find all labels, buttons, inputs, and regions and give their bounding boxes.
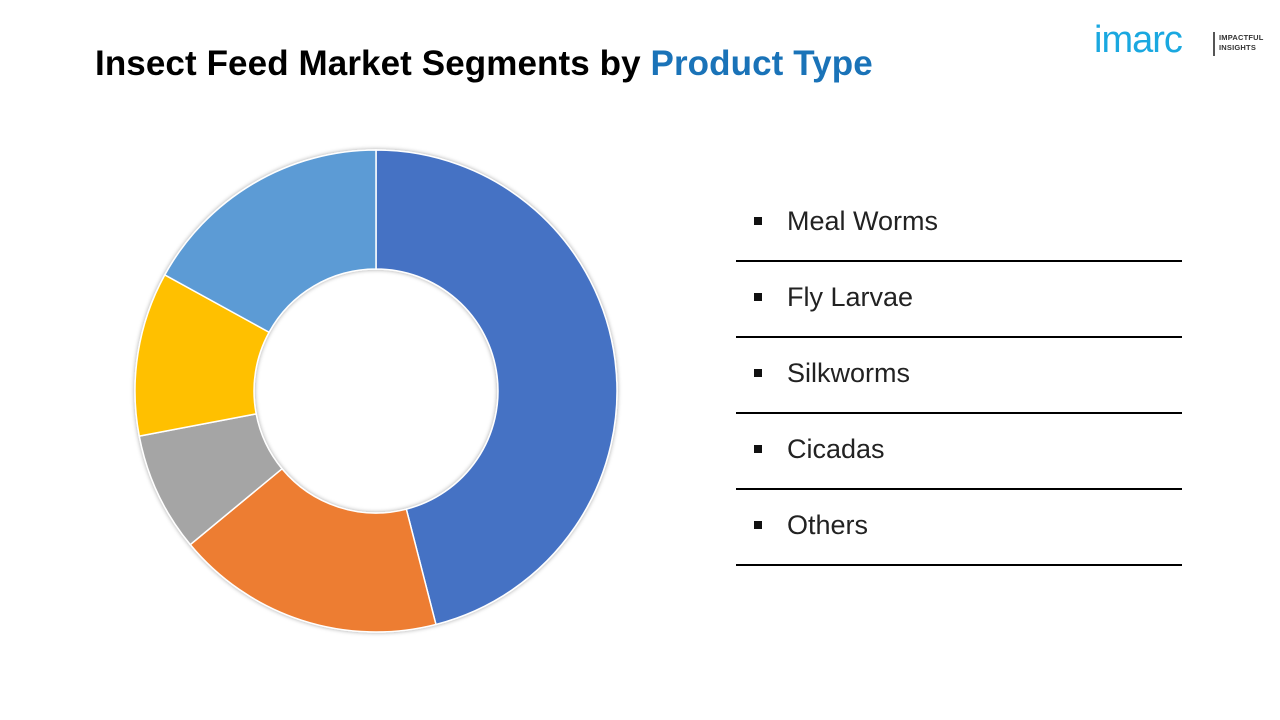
legend-bullet-icon (754, 217, 762, 225)
chart-title: Insect Feed Market Segments by Product T… (95, 44, 873, 84)
legend-item: Others (736, 490, 1182, 566)
legend-item: Silkworms (736, 338, 1182, 414)
chart-title-prefix: Insect Feed Market Segments by (95, 44, 651, 83)
legend-label: Silkworms (787, 358, 911, 388)
donut-slice-meal-worms (375, 149, 618, 626)
legend-item: Fly Larvae (736, 262, 1182, 338)
legend-bullet-icon (754, 293, 762, 301)
logo-tagline: IMPACTFUL INSIGHTS (1219, 33, 1264, 53)
legend: Meal Worms Fly Larvae Silkworms Cicadas Othe… (736, 186, 1182, 566)
legend-bullet-icon (754, 521, 762, 529)
legend-label: Cicadas (787, 434, 885, 464)
logo-tagline-line2: INSIGHTS (1219, 43, 1257, 52)
legend-item: Meal Worms (736, 186, 1182, 262)
chart-title-highlight: Product Type (650, 44, 873, 83)
donut-slices (134, 149, 618, 633)
donut-slice-fly-larvae (189, 467, 437, 633)
legend-label: Meal Worms (787, 206, 939, 236)
legend-bullet-icon (754, 369, 762, 377)
legend-label: Others (787, 510, 869, 540)
logo-tagline-line1: IMPACTFUL (1219, 33, 1264, 42)
logo-wordmark: imarc (1094, 19, 1183, 61)
legend-item: Cicadas (736, 414, 1182, 490)
donut-slice-others (163, 149, 377, 334)
legend-label: Fly Larvae (787, 282, 914, 312)
imarc-logo: imarc IMPACTFUL INSIGHTS (1094, 16, 1270, 62)
logo-divider (1213, 32, 1215, 56)
legend-bullet-icon (754, 445, 762, 453)
